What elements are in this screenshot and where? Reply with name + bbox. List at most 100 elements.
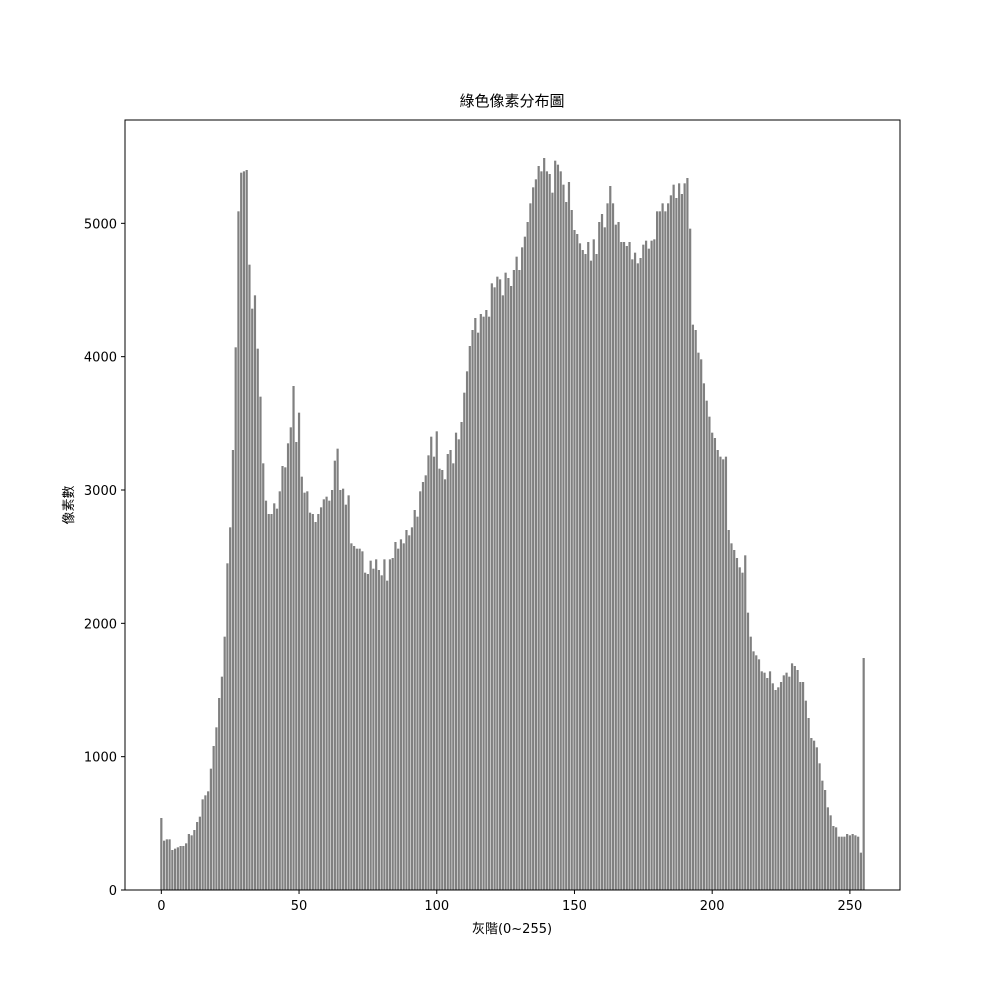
bar [722,459,725,890]
bar [413,510,416,890]
bar [215,727,218,890]
bar [821,780,824,890]
bar [474,318,477,890]
x-tick-label: 100 [424,899,449,914]
bar [179,846,182,890]
y-axis-label: 像素數 [62,485,77,524]
bar [262,463,265,890]
bar [432,456,436,890]
x-tick-label: 150 [562,899,587,914]
bar [512,270,515,890]
bar [837,836,840,890]
bar [779,682,783,890]
bar [526,222,529,890]
bar [267,514,270,890]
bar [537,166,540,890]
y-tick-label: 2000 [84,617,117,632]
bar [664,211,667,891]
bar [397,548,400,890]
bar [317,514,320,890]
bar [686,178,689,890]
bar [322,499,325,890]
bar [295,442,298,890]
bar [496,276,499,891]
bar [212,746,215,890]
bar [642,244,645,890]
bar [763,672,766,890]
bar [818,763,821,890]
bar [540,171,543,891]
bar [443,479,447,890]
bar [653,239,656,891]
bar [482,316,485,891]
bar [543,158,546,890]
x-tick-label: 50 [291,899,308,914]
bar [788,676,791,890]
bar [785,672,788,890]
bar [372,568,375,890]
bar [573,230,576,890]
bar [507,278,510,890]
bar [330,490,334,890]
bar [176,847,179,890]
bar [408,535,411,890]
bar [518,270,521,890]
bar [749,636,752,890]
bar [325,496,328,890]
bar [683,183,686,891]
bar [471,330,474,890]
bar [614,224,617,890]
bar [587,242,590,890]
bar [193,830,196,890]
bar [218,698,221,890]
bar [556,164,560,890]
x-tick-label: 250 [837,899,862,914]
bar [672,184,675,890]
bar [366,574,370,890]
bar [259,396,262,890]
bar [804,700,807,890]
bar [454,432,458,890]
bar [286,443,290,890]
bar [680,194,683,890]
bar [771,683,774,890]
bar [253,295,257,890]
bar [479,314,482,890]
bar [198,816,201,890]
bar [441,470,444,890]
y-tick-label: 4000 [84,351,117,366]
bar [727,530,730,890]
bar [300,476,303,890]
y-tick-label: 1000 [84,751,117,766]
bar [589,260,593,891]
bar [851,834,854,890]
bar [438,468,441,890]
bar [386,580,389,890]
bar [584,254,587,890]
bar [521,247,524,891]
bar [730,543,733,890]
bar [719,456,722,890]
bar [377,570,381,890]
bar [774,690,777,890]
bar [777,687,780,890]
bar [311,514,314,890]
bar [700,359,703,890]
bar [633,252,637,890]
bar [799,682,802,890]
bar [595,254,598,890]
bar [297,412,301,890]
bar [405,530,408,890]
bar [430,436,433,890]
y-tick-label: 5000 [84,217,117,232]
bar [650,240,653,890]
bar [545,171,549,891]
bar [669,195,672,891]
bar [342,488,345,890]
bar [523,236,526,890]
bar [658,211,661,891]
y-tick-label: 3000 [84,484,117,499]
bar [171,850,174,890]
bar [248,264,251,891]
